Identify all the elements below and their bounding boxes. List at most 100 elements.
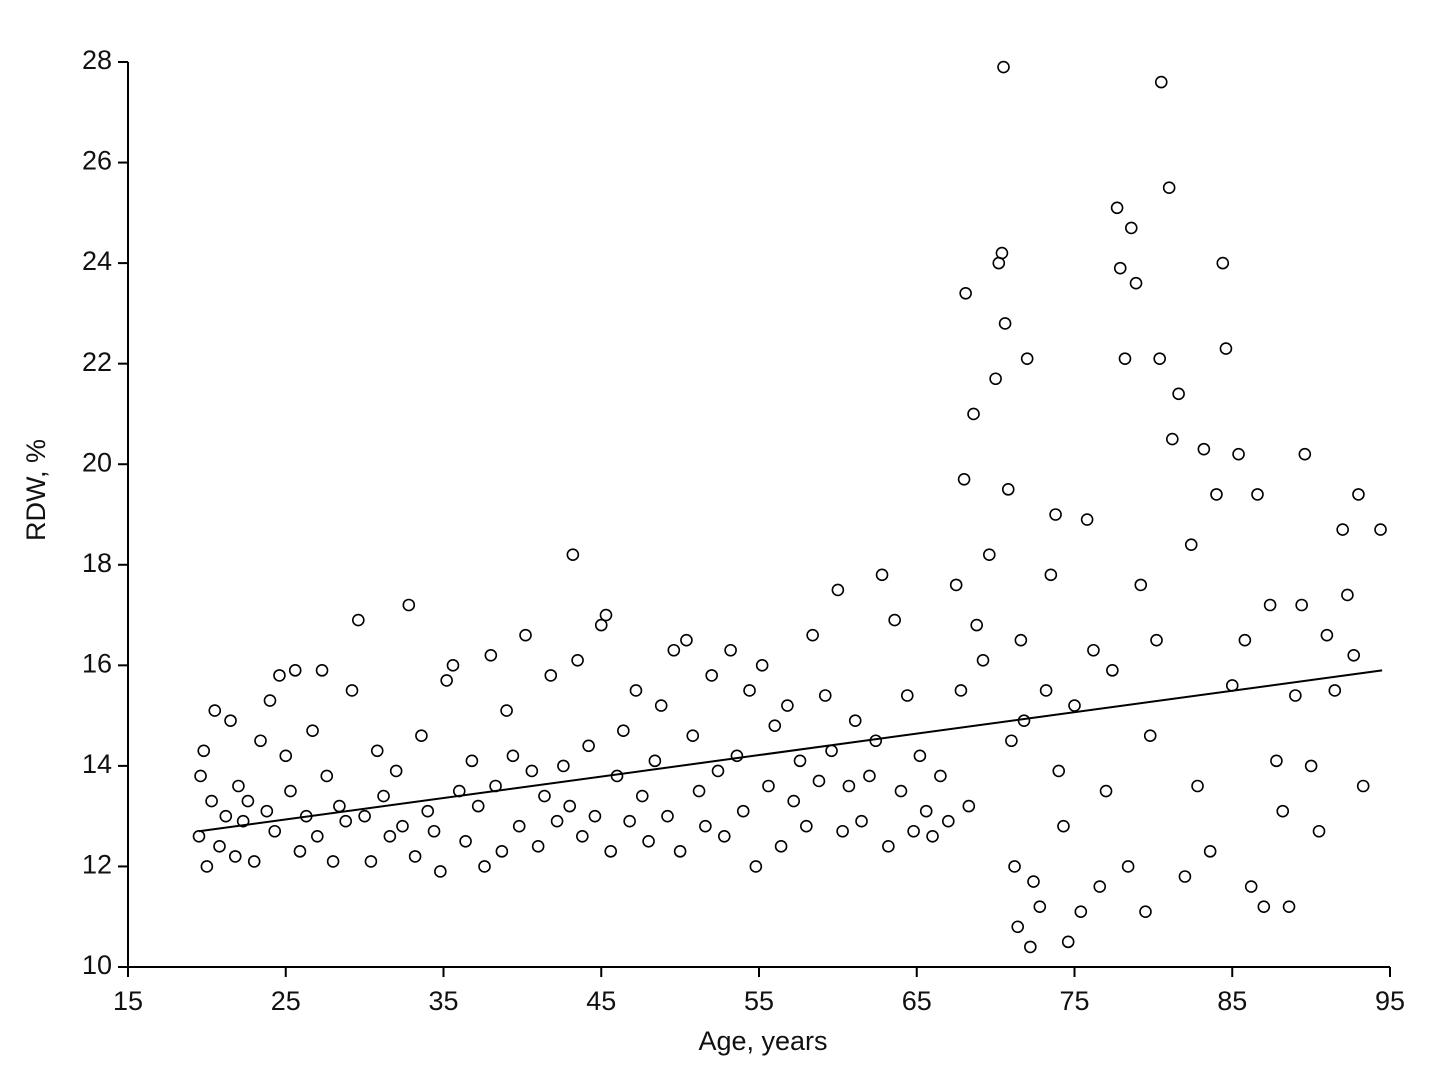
point (310, 829, 324, 843)
point (967, 407, 980, 421)
point (284, 784, 297, 798)
point (415, 729, 428, 743)
point (888, 613, 901, 627)
point (1068, 699, 1081, 712)
point (894, 784, 908, 798)
point (1341, 588, 1354, 602)
point (273, 669, 286, 682)
point (919, 804, 933, 818)
point (705, 669, 718, 682)
point (1251, 488, 1264, 501)
point (1282, 900, 1296, 913)
point (421, 804, 435, 818)
point (949, 578, 963, 592)
point (500, 704, 513, 717)
point (1057, 819, 1070, 833)
point (1178, 870, 1192, 883)
point (345, 684, 359, 697)
x-tick-label: 45 (586, 986, 616, 1016)
point (1005, 734, 1018, 748)
point (962, 799, 976, 813)
point (1044, 568, 1058, 582)
point (635, 789, 649, 803)
point (1320, 628, 1334, 642)
point (306, 724, 319, 737)
point (1113, 261, 1127, 275)
point (1139, 905, 1152, 918)
point (1008, 860, 1021, 873)
point (550, 814, 564, 828)
point (989, 372, 1002, 386)
point (749, 860, 763, 873)
point (1203, 845, 1217, 858)
point (1328, 684, 1342, 697)
point (848, 714, 862, 727)
y-tick-label: 18 (82, 548, 112, 578)
point (976, 654, 990, 667)
point (576, 829, 589, 843)
point (941, 814, 955, 828)
point (855, 814, 868, 828)
point (1298, 447, 1312, 461)
point (465, 754, 479, 768)
point (471, 799, 485, 813)
point (717, 829, 731, 843)
point (787, 794, 801, 808)
point (842, 779, 856, 793)
point (1134, 578, 1148, 592)
y-tick-label: 14 (82, 749, 112, 779)
point (812, 774, 826, 788)
point (315, 664, 329, 677)
point (755, 659, 769, 672)
point (654, 699, 668, 712)
point (995, 246, 1009, 260)
y-tick-label: 20 (82, 447, 112, 477)
point (875, 568, 889, 582)
point (900, 689, 914, 702)
point (358, 809, 371, 823)
y-tick-label: 22 (82, 347, 112, 377)
point (408, 850, 422, 863)
point (1039, 684, 1053, 697)
point (1197, 442, 1211, 456)
point (1061, 935, 1075, 949)
point (1304, 759, 1318, 773)
point (440, 674, 453, 687)
point (364, 855, 378, 868)
point (208, 704, 222, 717)
point (194, 769, 207, 783)
point (1191, 779, 1204, 793)
point (774, 840, 788, 853)
point (642, 835, 655, 848)
point (1121, 860, 1135, 873)
point (594, 618, 608, 632)
point (711, 764, 725, 778)
point (1049, 508, 1062, 521)
point (525, 764, 539, 778)
point (352, 613, 365, 627)
point (604, 845, 618, 858)
point (1024, 940, 1037, 954)
point (279, 749, 293, 763)
point (544, 669, 558, 682)
point (563, 799, 577, 813)
y-tick-label: 26 (82, 146, 112, 176)
x-tick-label: 85 (1217, 986, 1247, 1016)
point (1129, 276, 1143, 290)
point (1020, 352, 1034, 365)
point (192, 829, 206, 843)
point (629, 684, 643, 697)
point (926, 829, 939, 843)
point (1352, 488, 1365, 501)
point (699, 819, 712, 833)
point (800, 819, 813, 833)
x-tick-label: 65 (902, 986, 932, 1016)
point (531, 840, 545, 853)
point (1244, 880, 1258, 893)
x-tick-label: 55 (744, 986, 774, 1016)
x-axis-label: Age, years (698, 1026, 827, 1056)
point (219, 809, 233, 823)
point (205, 794, 218, 808)
point (1014, 633, 1028, 647)
